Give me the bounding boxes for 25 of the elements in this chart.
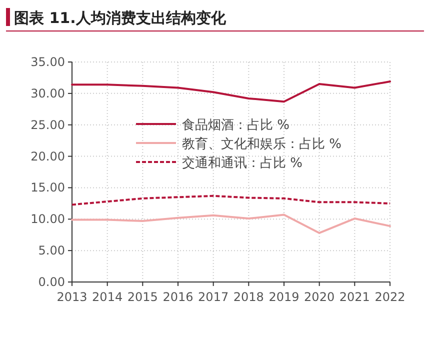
y-tick-label: 10.00: [30, 212, 65, 226]
y-tick-label: 35.00: [30, 55, 65, 69]
x-tick-label: 2021: [339, 290, 370, 304]
x-tick-label: 2018: [233, 290, 264, 304]
line-series: [71, 194, 391, 206]
x-tick-label: 2017: [198, 290, 229, 304]
x-tick-label: 2013: [56, 290, 88, 304]
line-series: [71, 214, 391, 234]
y-tick-label: 30.00: [30, 86, 65, 100]
line-series: [71, 80, 391, 103]
y-tick-label: 0.00: [38, 275, 65, 289]
x-tick-label: 2019: [268, 290, 300, 304]
y-tick-label: 15.00: [30, 180, 65, 195]
legend-label: 交通和通讯：占比 %: [182, 155, 302, 171]
y-tick-label: 20.00: [30, 149, 65, 164]
legend-label: 食品烟酒：占比 %: [182, 118, 290, 133]
chart-title: 图表 11.人均消费支出结构变化: [14, 9, 227, 27]
legend-label: 教育、文化和娱乐：占比 %: [182, 136, 342, 152]
y-tick-label: 5.00: [38, 244, 65, 258]
x-tick-label: 2020: [304, 290, 335, 304]
y-tick-label: 25.00: [30, 118, 65, 132]
x-tick-label: 2014: [92, 290, 123, 304]
x-tick-label: 2016: [162, 290, 194, 304]
x-tick-label: 2015: [127, 290, 158, 304]
x-tick-label: 2022: [374, 290, 406, 304]
